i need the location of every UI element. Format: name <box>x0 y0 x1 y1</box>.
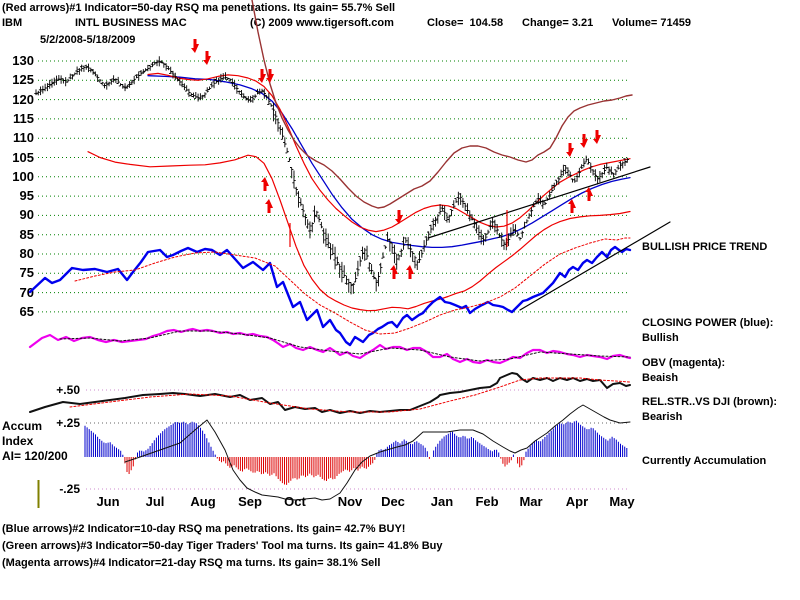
series-relstr-brown <box>251 0 633 209</box>
company-name: INTL BUSINESS MAC <box>75 17 187 29</box>
x-axis-label: Dec <box>381 494 405 509</box>
indicator-2-caption: (Blue arrows)#2 Indicator=10-day RSQ ma … <box>2 523 406 535</box>
series-obv-ma-black <box>59 330 631 362</box>
down-arrow-icon <box>191 39 199 53</box>
x-axis-label: Feb <box>475 494 499 509</box>
series-relstr-ma-red <box>69 377 631 413</box>
series-lower-band-red <box>87 151 631 312</box>
series-closing-power-blue <box>28 245 632 347</box>
accum-label-1: Accum <box>2 419 43 433</box>
lower-axis-label: +.50 <box>56 383 80 397</box>
ticker-symbol: IBM <box>2 17 23 29</box>
y-axis-label: 90 <box>19 207 34 222</box>
close-value: Close= 104.58 <box>427 17 504 29</box>
series-relstr-black <box>29 372 631 414</box>
relstr-title: REL.STR..VS DJI (brown): <box>642 396 778 408</box>
y-axis-label: 100 <box>12 169 34 184</box>
volume-value: Volume= 71459 <box>612 17 691 29</box>
indicator-4-caption: (Magenta arrows)#4 Indicator=21-day RSQ … <box>2 557 381 569</box>
closing-power-title: CLOSING POWER (blue): <box>642 317 774 329</box>
y-axis-label: 125 <box>12 72 34 87</box>
accumulation-status: Currently Accumulation <box>642 455 767 467</box>
y-axis-label: 80 <box>19 246 34 261</box>
accum-histogram-positive <box>84 420 628 457</box>
series-cp-ma-red <box>74 237 631 335</box>
up-arrow-icon <box>568 199 576 213</box>
up-arrow-icon <box>265 199 273 213</box>
accum-label-2: Index <box>2 434 34 448</box>
x-axis-label: Jan <box>430 494 454 509</box>
y-axis-label: 75 <box>19 265 34 280</box>
x-axis-label: Jun <box>96 494 120 509</box>
x-axis-label: Apr <box>565 494 589 509</box>
down-arrow-icon <box>258 69 266 83</box>
y-axis-label: 105 <box>12 150 34 165</box>
lower-axis-label: -.25 <box>59 482 80 496</box>
up-arrow-icon <box>406 265 414 279</box>
x-axis-label: Nov <box>337 494 363 509</box>
copyright-text: (C) 2009 www.tigersoft.com <box>250 17 394 29</box>
bullish-trend-annotation: BULLISH PRICE TREND <box>642 241 768 253</box>
up-arrow-icon <box>390 265 398 279</box>
series-upper-band-red <box>147 72 631 233</box>
series-cp-trendline <box>519 221 671 311</box>
y-axis-label: 130 <box>12 53 34 68</box>
x-axis-label: Jul <box>145 494 165 509</box>
down-arrow-icon <box>266 69 274 83</box>
series-price-trendline <box>427 166 651 239</box>
change-value: Change= 3.21 <box>522 17 594 29</box>
y-axis-label: 120 <box>12 92 34 107</box>
closing-power-status: Bullish <box>642 332 679 344</box>
down-arrow-icon <box>593 130 601 144</box>
x-axis-label: Sep <box>238 494 262 509</box>
down-arrow-icon <box>203 51 211 65</box>
y-axis-label: 110 <box>13 130 34 145</box>
price-ohlc-bars <box>35 56 628 295</box>
relstr-status: Bearish <box>642 411 683 423</box>
up-arrow-icon <box>585 187 593 201</box>
x-axis-label: Aug <box>190 494 216 509</box>
series-obv-magenta <box>28 327 632 365</box>
x-axis-label: Oct <box>284 494 306 509</box>
obv-status: Beaish <box>642 372 679 384</box>
indicator-1-caption: (Red arrows)#1 Indicator=50-day RSQ ma p… <box>2 2 396 14</box>
lower-axis-label: +.25 <box>56 416 80 430</box>
y-axis-label: 70 <box>19 285 34 300</box>
price-ohlc-ticks <box>34 60 629 287</box>
series-ma50-blue <box>147 75 631 249</box>
series-hist-ma-black <box>124 404 631 501</box>
down-arrow-icon <box>395 210 403 224</box>
down-arrow-icon <box>566 143 574 157</box>
indicator-3-caption: (Green arrows)#3 Indicator=50-day Tiger … <box>2 540 443 552</box>
up-arrow-icon <box>261 177 269 191</box>
accum-label-3: AI= 120/200 <box>2 449 68 463</box>
x-axis-label: Mar <box>519 494 543 509</box>
y-axis-label: 115 <box>13 111 34 126</box>
obv-title: OBV (magenta): <box>642 357 726 369</box>
y-axis-label: 85 <box>19 227 34 242</box>
x-axis-label: May <box>609 494 635 509</box>
y-axis-label: 95 <box>19 188 34 203</box>
down-arrow-icon <box>580 134 588 148</box>
y-axis-label: 65 <box>19 304 34 319</box>
accum-histogram-negative <box>124 457 525 485</box>
date-range: 5/2/2008-5/18/2009 <box>40 34 136 46</box>
